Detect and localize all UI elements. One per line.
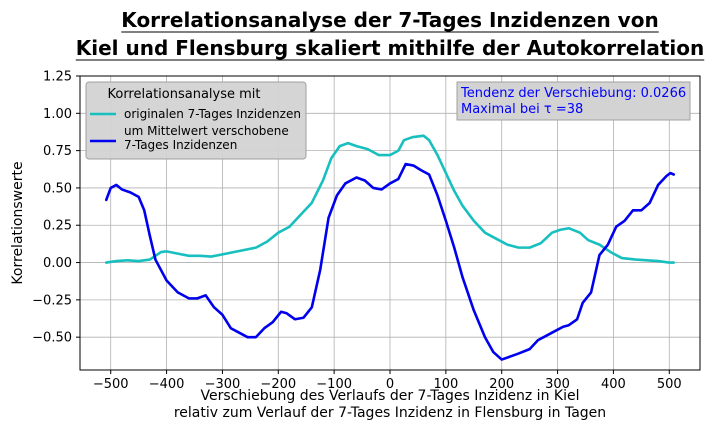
series-lines — [104, 134, 676, 361]
x-tick-label: −300 — [205, 377, 241, 392]
x-tick-label: −400 — [149, 377, 185, 392]
chart-title-line: Kiel und Flensburg skaliert mithilfe der… — [76, 36, 704, 60]
x-tick-label: −200 — [260, 377, 296, 392]
legend: Korrelationsanalyse mit originalen 7-Tage… — [85, 81, 307, 160]
x-tick-label: −500 — [93, 377, 129, 392]
chart-title: Korrelationsanalyse der 7-Tages Inzidenz… — [75, 8, 705, 61]
legend-title: Korrelationsanalyse mit — [107, 87, 260, 102]
x-tick-label: 0 — [386, 377, 394, 392]
legend-entry-label: originalen 7-Tages Inzidenzen — [124, 107, 301, 121]
x-tick-label: 400 — [601, 377, 626, 392]
x-axis-label-line: Verschiebung des Verlaufs der 7-Tages In… — [201, 388, 580, 404]
x-axis-ticks: −500 −400 −300 −200 −100 0 100 200 300 400 500 — [93, 370, 682, 392]
x-tick-label: 300 — [545, 377, 570, 392]
info-box: Tendenz der Verschiebung: 0.0266Maximal … — [456, 81, 691, 121]
info-box-line: Maximal bei τ =38 — [461, 102, 583, 117]
info-box-background — [456, 81, 691, 121]
y-tick-label: 0.00 — [43, 256, 72, 271]
series-line-2 — [104, 162, 676, 361]
x-tick-label: 100 — [433, 377, 458, 392]
x-tick-label: 500 — [657, 377, 682, 392]
y-tick-label: 0.25 — [43, 219, 72, 234]
x-tick-label: 200 — [489, 377, 514, 392]
legend-box — [85, 81, 307, 160]
chart-title-line: Korrelationsanalyse der 7-Tages Inzidenz… — [121, 8, 658, 32]
y-tick-label: 0.75 — [43, 144, 72, 159]
y-tick-label: 1.25 — [43, 70, 72, 85]
y-tick-label: 1.00 — [43, 107, 72, 122]
y-tick-label: 0.50 — [43, 181, 72, 196]
x-tick-label: −100 — [316, 377, 352, 392]
series-line-1 — [104, 134, 676, 264]
x-axis-label-line: relativ zum Verlauf der 7-Tages Inzidenz… — [174, 405, 606, 421]
y-tick-label: −0.25 — [32, 293, 72, 308]
legend-entry-label: um Mittelwert verschobene — [124, 124, 289, 138]
x-axis-label: Verschiebung des Verlaufs der 7-Tages In… — [174, 388, 606, 421]
y-axis-label: Korrelationswerte — [10, 161, 26, 284]
y-tick-label: −0.50 — [32, 331, 72, 346]
y-axis-ticks: −0.50 −0.25 0.00 0.25 0.50 0.75 1.00 1.25 — [32, 70, 80, 346]
info-box-line: Tendenz der Verschiebung: 0.0266 — [460, 86, 686, 101]
legend-entry-label: 7-Tages Inzidenzen — [124, 138, 237, 152]
